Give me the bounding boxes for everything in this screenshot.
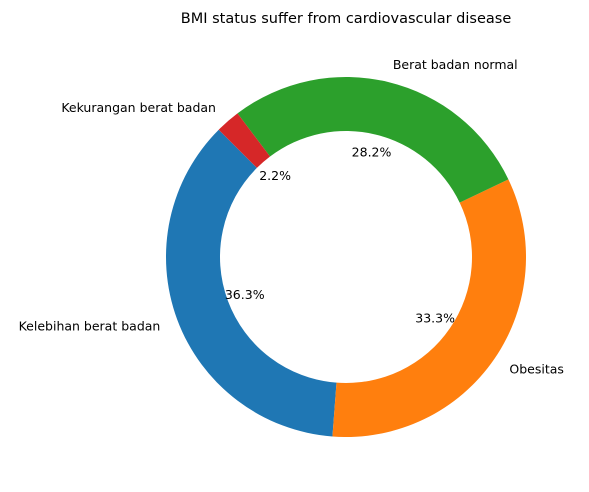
slice-percent-obesitas: 33.3% (415, 310, 455, 325)
slice-obesitas (332, 179, 527, 438)
slice-label-obesitas: Obesitas (509, 361, 564, 376)
slice-kelebihan-berat-badan (165, 129, 337, 437)
slice-berat-badan-normal (237, 76, 509, 203)
slice-percent-berat-badan-normal: 28.2% (352, 145, 392, 160)
slice-percent-kekurangan-berat-badan: 2.2% (259, 168, 291, 183)
slice-label-kelebihan-berat-badan: Kelebihan berat badan (19, 318, 161, 333)
slice-label-kekurangan-berat-badan: Kekurangan berat badan (61, 100, 216, 115)
slice-label-berat-badan-normal: Berat badan normal (393, 57, 518, 72)
slice-kekurangan-berat-badan (218, 113, 271, 168)
slices-group (165, 76, 527, 438)
labels-group: Kelebihan berat badan 36.3% Obesitas 33.3% B… (19, 57, 564, 376)
chart-title: BMI status suffer from cardiovascular di… (181, 11, 512, 27)
slice-percent-kelebihan-berat-badan: 36.3% (225, 287, 265, 302)
